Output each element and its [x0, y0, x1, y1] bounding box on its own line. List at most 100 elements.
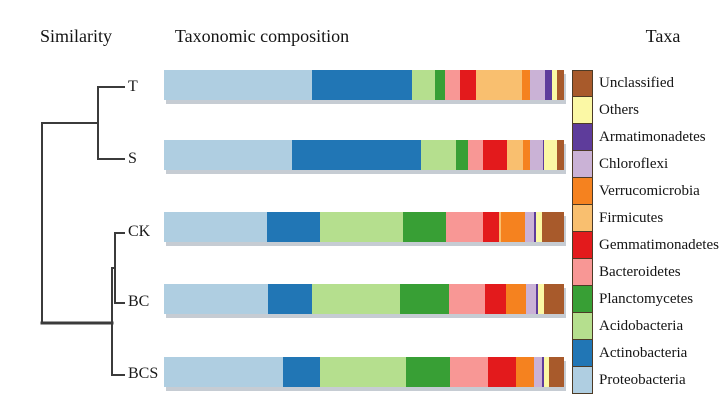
- bar-segment-chloroflexi: [525, 212, 534, 242]
- bar-segment-proteobacteria: [164, 70, 312, 100]
- legend-label-chloroflexi: Chloroflexi: [599, 156, 669, 172]
- bar-segment-armatimonadetes: [544, 70, 552, 100]
- legend-row-unclassified: Unclassified: [572, 70, 719, 97]
- bar-segment-proteobacteria: [164, 140, 292, 170]
- bar-segment-armatimonadetes: [542, 140, 545, 170]
- legend-row-gemmatimonadetes: Gemmatimonadetes: [572, 231, 719, 259]
- bar-segment-planctomycetes: [399, 284, 449, 314]
- bar-segment-unclassified: [548, 357, 564, 387]
- bar-segment-others: [551, 70, 558, 100]
- legend-label-planctomycetes: Planctomycetes: [599, 291, 694, 307]
- bar-segment-verrucomicrobia: [516, 357, 534, 387]
- sample-label-bc: BC: [128, 293, 150, 310]
- bar-segment-proteobacteria: [164, 284, 268, 314]
- legend-label-acidobacteria: Acidobacteria: [599, 318, 684, 334]
- bar-segment-actinobacteria: [267, 212, 321, 242]
- legend-row-actinobacteria: Actinobacteria: [572, 339, 719, 367]
- bar-segment-proteobacteria: [164, 212, 268, 242]
- bar-segment-actinobacteria: [292, 140, 422, 170]
- taxonomic-composition-header: Taxonomic composition: [174, 26, 350, 46]
- legend-swatch-verrucomicrobia: [572, 177, 593, 205]
- legend-swatch-actinobacteria: [572, 339, 593, 367]
- bar-segment-acidobacteria: [320, 357, 407, 387]
- bar-segment-bacteroidetes: [467, 140, 483, 170]
- legend-row-armatimonadetes: Armatimonadetes: [572, 123, 719, 151]
- bar-segment-planctomycetes: [456, 140, 468, 170]
- legend-label-firmicutes: Firmicutes: [599, 210, 664, 226]
- bar-segment-others: [536, 212, 542, 242]
- bar-segment-firmicutes: [506, 140, 523, 170]
- dendrogram-clade-ckbc-bcs: [111, 267, 125, 376]
- bar-segment-verrucomicrobia: [501, 212, 526, 242]
- legend-row-others: Others: [572, 96, 719, 124]
- legend-row-acidobacteria: Acidobacteria: [572, 312, 719, 340]
- legend-swatch-planctomycetes: [572, 285, 593, 313]
- stacked-bar-bc: [164, 284, 564, 314]
- legend-label-proteobacteria: Proteobacteria: [599, 372, 686, 388]
- legend-row-proteobacteria: Proteobacteria: [572, 366, 719, 394]
- bar-segment-verrucomicrobia: [505, 284, 526, 314]
- bar-segment-unclassified: [543, 284, 564, 314]
- bar-segment-unclassified: [557, 140, 564, 170]
- bar-segment-planctomycetes: [406, 357, 451, 387]
- bar-segment-actinobacteria: [312, 70, 412, 100]
- bar-segment-gemmatimonadetes: [483, 212, 500, 242]
- bar-segment-chloroflexi: [525, 284, 536, 314]
- bar-segment-proteobacteria: [164, 357, 284, 387]
- bar-segment-verrucomicrobia: [521, 70, 530, 100]
- bar-segment-unclassified: [541, 212, 564, 242]
- stacked-bar-ck: [164, 212, 564, 242]
- bar-segment-acidobacteria: [412, 70, 436, 100]
- dendrogram-root-vertical: [41, 122, 99, 324]
- bar-segment-chloroflexi: [533, 357, 542, 387]
- bar-segment-actinobacteria: [283, 357, 321, 387]
- bar-segment-actinobacteria: [268, 284, 312, 314]
- legend-label-armatimonadetes: Armatimonadetes: [599, 129, 706, 145]
- sample-label-t: T: [128, 78, 138, 95]
- taxa-header: Taxa: [645, 26, 681, 46]
- legend-label-actinobacteria: Actinobacteria: [599, 345, 688, 361]
- legend-label-verrucomicrobia: Verrucomicrobia: [599, 183, 700, 199]
- stacked-bar-bcs: [164, 357, 564, 387]
- sample-label-s: S: [128, 150, 137, 167]
- bar-segment-gemmatimonadetes: [460, 70, 476, 100]
- bar-segment-gemmatimonadetes: [482, 140, 507, 170]
- legend-row-firmicutes: Firmicutes: [572, 204, 719, 232]
- bar-segment-bacteroidetes: [448, 284, 485, 314]
- bar-segment-bacteroidetes: [445, 70, 461, 100]
- bar-segment-firmicutes: [475, 70, 522, 100]
- legend-swatch-gemmatimonadetes: [572, 231, 593, 259]
- legend-label-bacteroidetes: Bacteroidetes: [599, 264, 681, 280]
- legend-row-bacteroidetes: Bacteroidetes: [572, 258, 719, 286]
- legend-swatch-firmicutes: [572, 204, 593, 232]
- legend-row-planctomycetes: Planctomycetes: [572, 285, 719, 313]
- bar-segment-chloroflexi: [529, 70, 545, 100]
- stacked-bar-t: [164, 70, 564, 100]
- bar-segment-chloroflexi: [529, 140, 543, 170]
- bar-segment-others: [544, 140, 558, 170]
- sample-label-bcs: BCS: [128, 365, 159, 382]
- bar-segment-firmicutes: [499, 212, 502, 242]
- bar-segment-unclassified: [557, 70, 564, 100]
- bar-segment-gemmatimonadetes: [488, 357, 517, 387]
- legend-swatch-bacteroidetes: [572, 258, 593, 286]
- bar-segment-armatimonadetes: [535, 284, 538, 314]
- bar-segment-acidobacteria: [320, 212, 403, 242]
- legend-swatch-acidobacteria: [572, 312, 593, 340]
- bar-segment-gemmatimonadetes: [484, 284, 506, 314]
- bar-segment-bacteroidetes: [445, 212, 484, 242]
- sample-label-ck: CK: [128, 223, 151, 240]
- stacked-bar-s: [164, 140, 564, 170]
- bar-segment-bacteroidetes: [450, 357, 489, 387]
- dendrogram-clade-t-s: [97, 86, 125, 160]
- legend-row-verrucomicrobia: Verrucomicrobia: [572, 177, 719, 205]
- legend-swatch-unclassified: [572, 70, 593, 97]
- legend-swatch-others: [572, 96, 593, 124]
- legend-swatch-proteobacteria: [572, 366, 593, 394]
- legend-row-chloroflexi: Chloroflexi: [572, 150, 719, 178]
- bar-segment-verrucomicrobia: [522, 140, 530, 170]
- legend-label-others: Others: [599, 102, 639, 118]
- legend-swatch-armatimonadetes: [572, 123, 593, 151]
